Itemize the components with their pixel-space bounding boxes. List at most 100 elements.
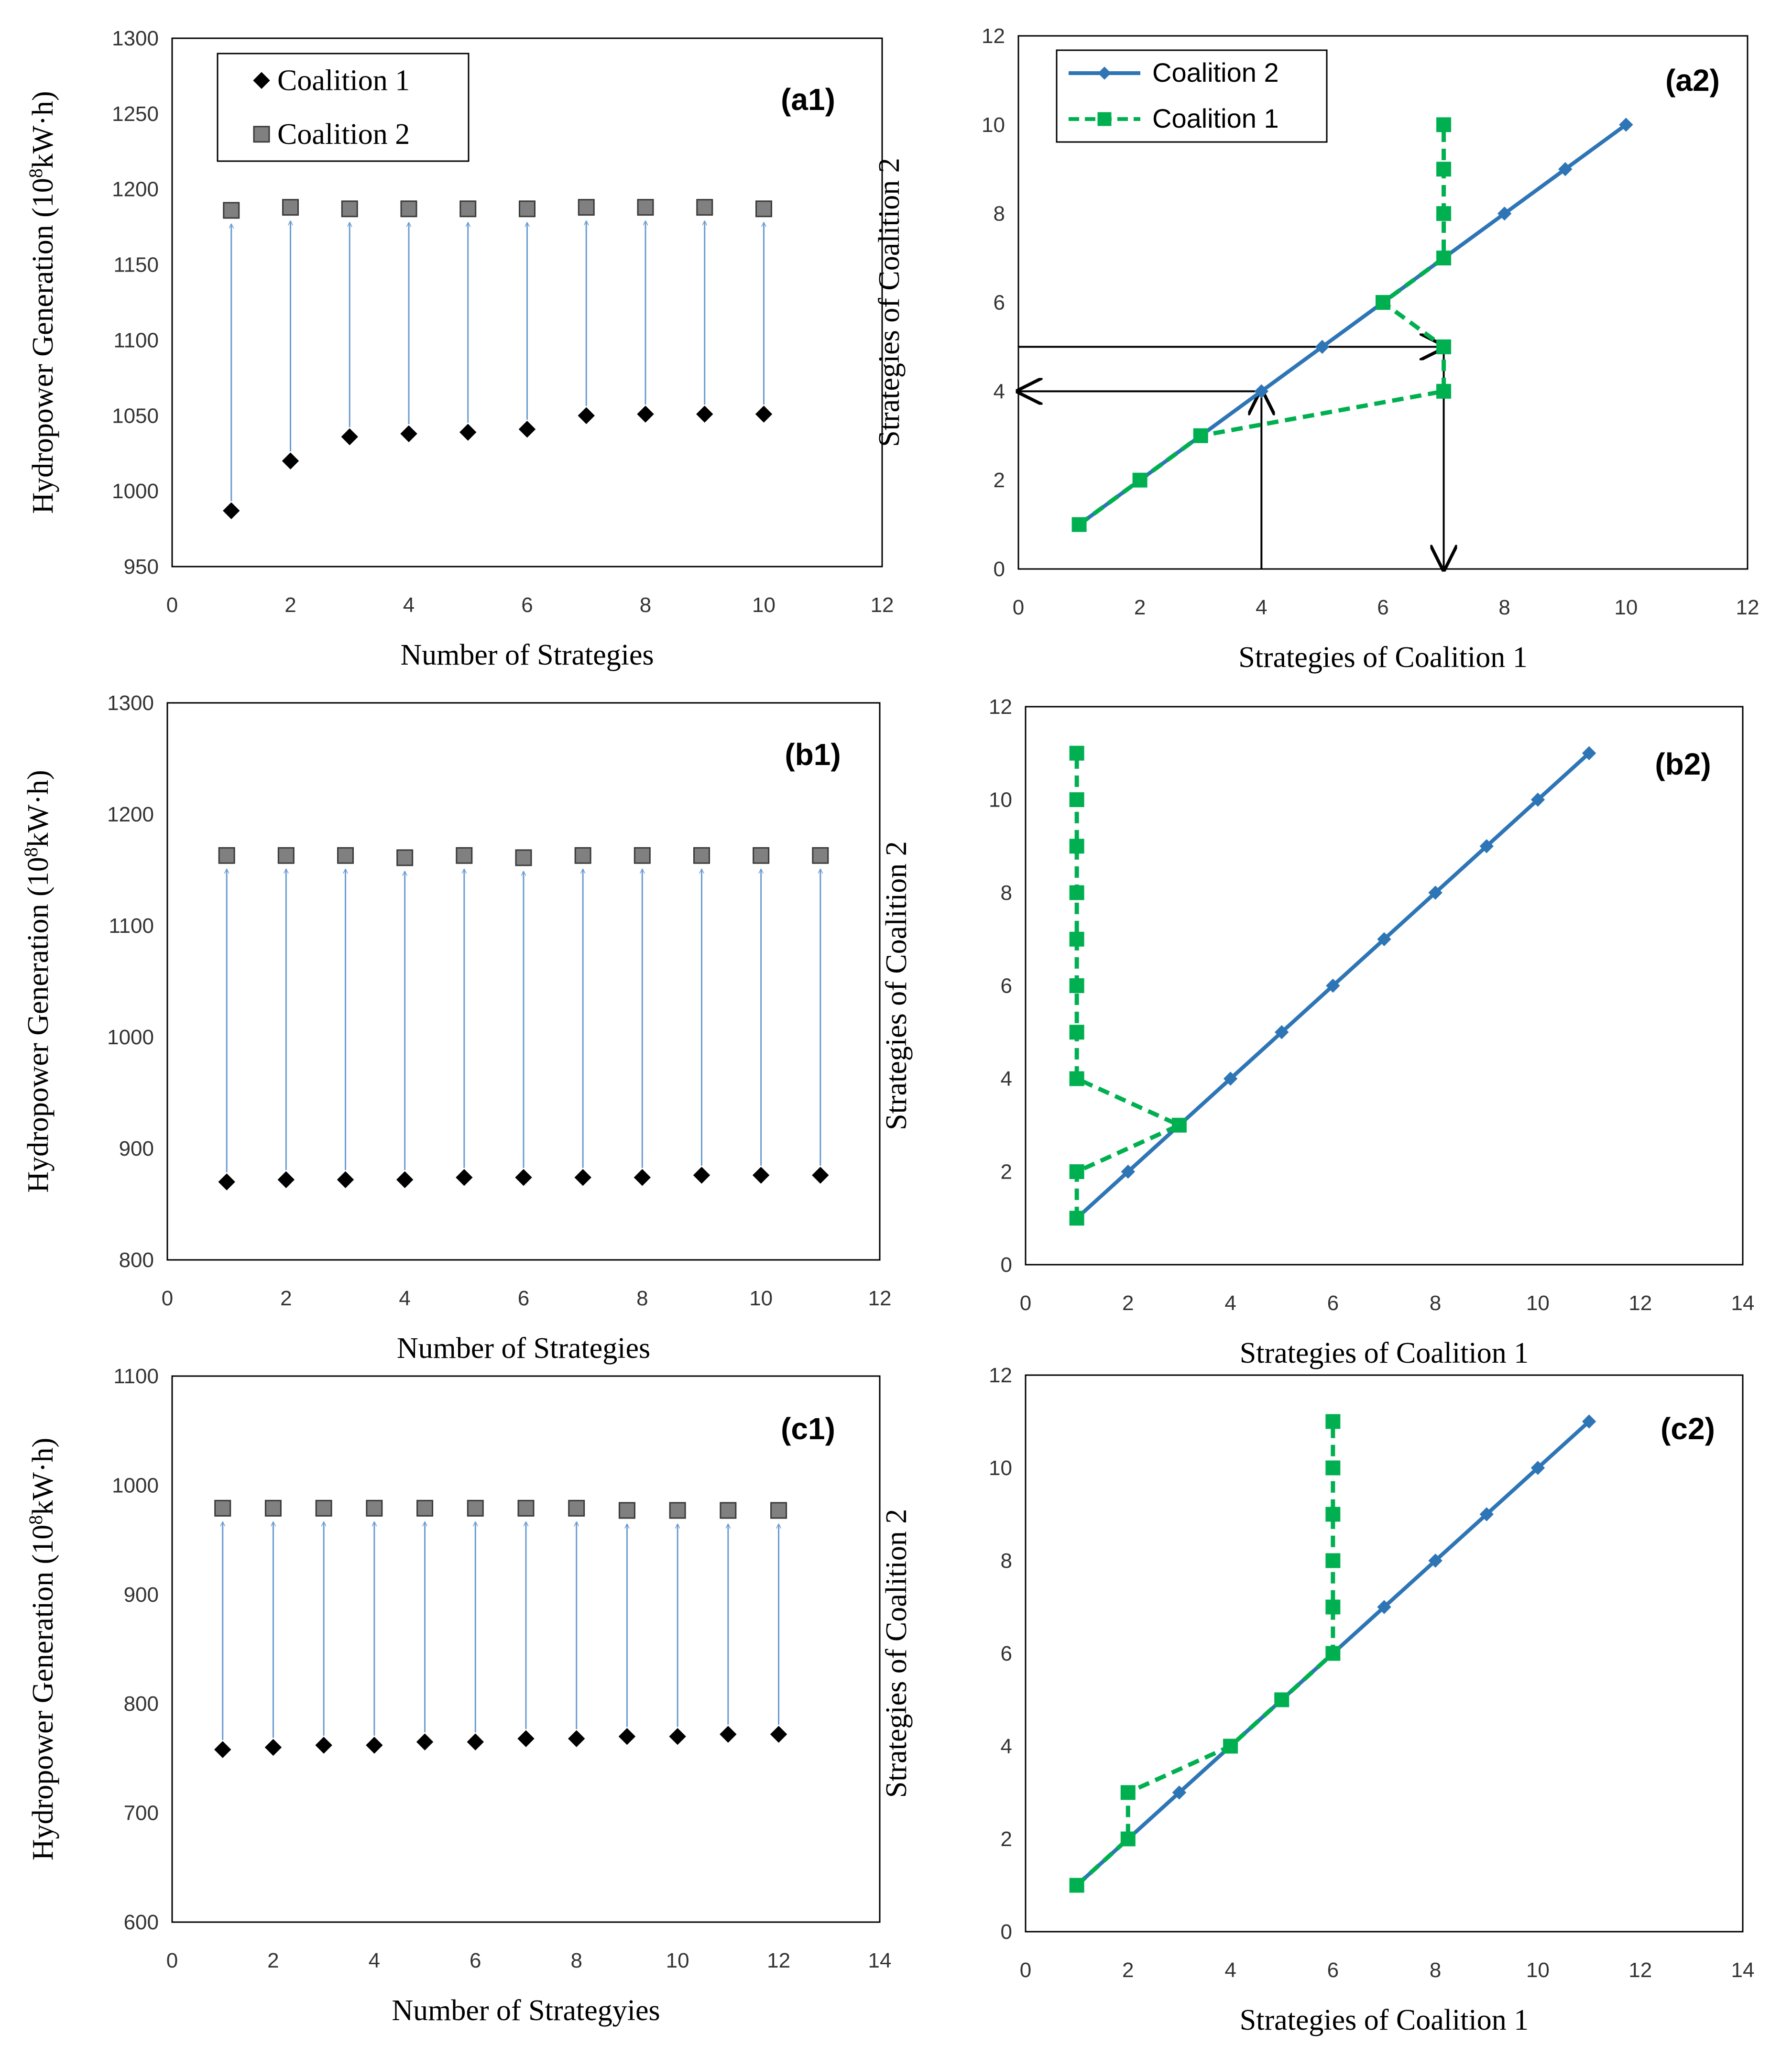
point-coalition-1 bbox=[467, 1733, 484, 1750]
point-coalition-1 bbox=[1069, 1878, 1084, 1893]
y-tick-label: 800 bbox=[124, 1692, 159, 1716]
plot-area bbox=[1025, 706, 1744, 1266]
point-coalition-2 bbox=[1377, 932, 1391, 946]
x-tick-label: 2 bbox=[284, 593, 296, 617]
point-coalition-1 bbox=[693, 1167, 710, 1184]
y-axis-title: Hydropower Generation (108kW·h) bbox=[25, 1438, 59, 1860]
point-coalition-2 bbox=[1497, 206, 1512, 221]
point-coalition-1 bbox=[416, 1733, 434, 1750]
point-coalition-1 bbox=[515, 1169, 532, 1186]
point-coalition-1 bbox=[366, 1737, 383, 1754]
y-tick-label: 10 bbox=[989, 1456, 1012, 1480]
y-tick-label: 1300 bbox=[107, 691, 154, 715]
point-coalition-2 bbox=[1172, 1785, 1187, 1800]
chart-c1: 0 2 4 6 8 10 12 14 600 700 800 900 1000 1100 Number of… bbox=[25, 1365, 891, 2027]
point-coalition-2 bbox=[341, 200, 358, 218]
point-coalition-2 bbox=[315, 1499, 332, 1517]
x-tick-label: 8 bbox=[1498, 596, 1510, 619]
point-coalition-2 bbox=[755, 200, 772, 218]
x-tick-label: 10 bbox=[752, 593, 776, 617]
point-coalition-1 bbox=[1376, 295, 1390, 310]
point-coalition-2 bbox=[400, 200, 417, 218]
point-coalition-2 bbox=[1558, 162, 1573, 176]
x-tick-label: 10 bbox=[1526, 1291, 1550, 1315]
series-line-coalition-1 bbox=[1078, 124, 1446, 526]
x-tick-label: 4 bbox=[1256, 596, 1267, 619]
x-tick-label: 12 bbox=[1628, 1291, 1652, 1315]
point-coalition-1 bbox=[1436, 339, 1452, 354]
point-coalition-1 bbox=[315, 1737, 332, 1754]
point-coalition-1 bbox=[755, 405, 773, 423]
y-tick-label: 4 bbox=[994, 380, 1005, 403]
x-tick-label: 0 bbox=[166, 593, 178, 617]
legend-box bbox=[1056, 49, 1328, 143]
x-tick-label: 8 bbox=[1430, 1291, 1441, 1315]
point-coalition-1 bbox=[1069, 885, 1084, 900]
x-tick-label: 12 bbox=[1628, 1958, 1652, 1982]
x-tick-label: 0 bbox=[1013, 596, 1024, 619]
y-tick-label: 900 bbox=[124, 1583, 159, 1607]
point-coalition-2 bbox=[669, 1502, 686, 1519]
point-coalition-2 bbox=[1377, 1600, 1391, 1614]
point-coalition-2 bbox=[1619, 118, 1633, 132]
y-tick-label: 1250 bbox=[112, 102, 159, 126]
x-tick-label: 12 bbox=[767, 1949, 790, 1972]
point-coalition-1 bbox=[456, 1169, 473, 1186]
y-tick-label: 4 bbox=[1001, 1067, 1012, 1091]
legend-marker bbox=[1097, 112, 1112, 126]
point-coalition-2 bbox=[337, 847, 354, 864]
point-coalition-1 bbox=[396, 1171, 414, 1188]
point-coalition-1 bbox=[1171, 1117, 1187, 1133]
point-coalition-1 bbox=[1069, 1071, 1084, 1086]
y-tick-label: 6 bbox=[994, 291, 1005, 315]
legend-label: Coalition 2 bbox=[277, 118, 410, 151]
x-tick-label: 14 bbox=[868, 1949, 892, 1972]
point-coalition-2 bbox=[753, 847, 770, 864]
y-tick-label: 12 bbox=[989, 695, 1012, 719]
point-coalition-2 bbox=[1121, 1164, 1135, 1179]
x-tick-label: 12 bbox=[1736, 596, 1759, 619]
point-coalition-1 bbox=[812, 1167, 829, 1184]
point-coalition-2 bbox=[1582, 746, 1596, 760]
y-tick-label: 0 bbox=[1001, 1253, 1012, 1277]
y-tick-label: 1200 bbox=[112, 178, 159, 201]
x-tick-label: 6 bbox=[518, 1287, 529, 1310]
point-coalition-1 bbox=[1069, 1025, 1084, 1040]
point-coalition-1 bbox=[1436, 206, 1452, 221]
point-coalition-1 bbox=[578, 407, 595, 424]
y-tick-label: 8 bbox=[1001, 1549, 1012, 1573]
y-tick-label: 1100 bbox=[113, 328, 159, 352]
panel-label: (a1) bbox=[781, 82, 835, 117]
y-tick-label: 1000 bbox=[112, 480, 159, 503]
x-tick-label: 12 bbox=[868, 1287, 892, 1310]
point-coalition-1 bbox=[1325, 1646, 1341, 1661]
point-coalition-2 bbox=[637, 199, 654, 216]
legend-marker bbox=[1098, 66, 1111, 80]
point-coalition-2 bbox=[517, 1499, 535, 1517]
y-tick-label: 900 bbox=[119, 1137, 154, 1160]
point-coalition-1 bbox=[337, 1171, 354, 1188]
point-coalition-2 bbox=[1428, 886, 1442, 900]
point-coalition-2 bbox=[515, 849, 532, 866]
y-tick-label: 4 bbox=[1001, 1735, 1012, 1758]
point-coalition-2 bbox=[282, 199, 299, 216]
x-tick-label: 8 bbox=[570, 1949, 582, 1972]
point-coalition-1 bbox=[1069, 1211, 1084, 1226]
point-coalition-2 bbox=[223, 202, 240, 219]
x-axis-title: Number of Strategies bbox=[397, 1332, 650, 1365]
point-coalition-1 bbox=[1325, 1460, 1341, 1476]
panel-label: (b2) bbox=[1655, 747, 1711, 781]
y-tick-label: 0 bbox=[994, 558, 1005, 581]
point-coalition-2 bbox=[812, 847, 829, 864]
x-tick-label: 4 bbox=[1224, 1958, 1236, 1982]
point-coalition-1 bbox=[1069, 931, 1084, 947]
x-tick-label: 10 bbox=[1614, 596, 1638, 619]
x-tick-label: 12 bbox=[871, 593, 894, 617]
x-tick-label: 6 bbox=[521, 593, 533, 617]
point-coalition-2 bbox=[1479, 1507, 1494, 1521]
x-tick-label: 6 bbox=[470, 1949, 481, 1972]
y-tick-label: 1000 bbox=[107, 1026, 154, 1049]
x-tick-label: 8 bbox=[1430, 1958, 1441, 1982]
legend-marker bbox=[253, 72, 270, 89]
